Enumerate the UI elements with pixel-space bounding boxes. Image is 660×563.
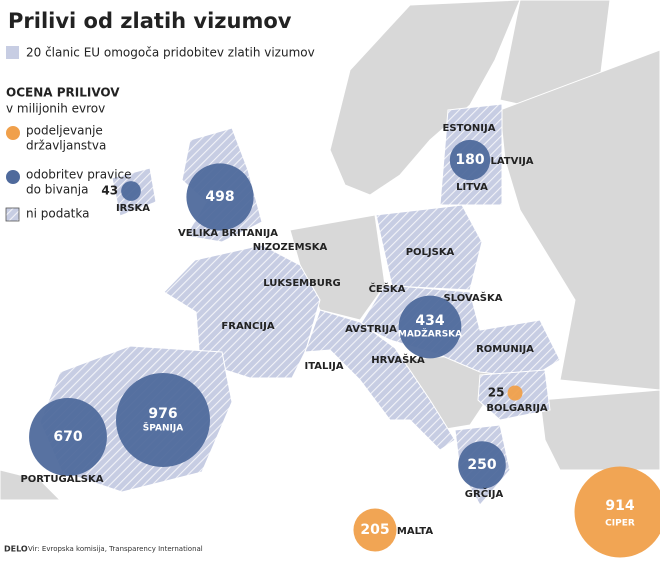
legend-label: podeljevanje bbox=[26, 124, 103, 138]
country-label: ROMUNIJA bbox=[476, 344, 534, 355]
bubble-value: 43 bbox=[101, 184, 118, 198]
bubble bbox=[458, 441, 506, 489]
bubble-value: 250 bbox=[467, 457, 496, 473]
bubble-label: VELIKA BRITANIJA bbox=[178, 228, 278, 239]
legend-title: OCENA PRILIVOV bbox=[6, 86, 120, 100]
country-label: LUKSEMBURG bbox=[263, 278, 341, 289]
bubble bbox=[186, 163, 254, 231]
bubble-value: 205 bbox=[360, 522, 389, 538]
bubble-value: 914 bbox=[605, 498, 634, 514]
brand: DELO bbox=[4, 545, 28, 554]
country-label: NIZOZEMSKA bbox=[253, 242, 328, 253]
country-label: SLOVAŠKA bbox=[444, 291, 503, 304]
bubble-label: LATVIJA bbox=[490, 156, 533, 167]
bubble-label: CIPER bbox=[605, 519, 635, 529]
bubble-label: GRČIJA bbox=[465, 487, 504, 500]
country-label: POLJSKA bbox=[406, 247, 455, 258]
country-label: AVSTRIJA bbox=[345, 324, 397, 335]
bubble bbox=[449, 139, 491, 181]
legend-dot bbox=[6, 126, 20, 140]
bubble-label: IRSKA bbox=[116, 203, 150, 214]
legend-dot bbox=[6, 170, 20, 184]
legend-eu: 20 članic EU omogoča pridobitev zlatih v… bbox=[26, 46, 315, 60]
bubble bbox=[574, 466, 660, 558]
country-label: LITVA bbox=[456, 182, 488, 193]
title: Prilivi od zlatih vizumov bbox=[8, 9, 292, 33]
country-label: FRANCIJA bbox=[221, 321, 274, 332]
country-label: ITALIJA bbox=[304, 361, 343, 372]
bubble-value: 434 bbox=[415, 313, 444, 329]
bubble bbox=[116, 373, 210, 467]
country-label: ČEŠKA bbox=[369, 282, 406, 295]
bubble-label: ŠPANIJA bbox=[143, 422, 183, 434]
bubble-label: MALTA bbox=[397, 526, 433, 537]
legend-label: ni podatka bbox=[26, 207, 89, 221]
bubble-value: 670 bbox=[53, 429, 82, 445]
legend-unit: v milijonih evrov bbox=[6, 102, 105, 116]
country-label: ESTONIJA bbox=[443, 123, 496, 134]
legend-hatch bbox=[5, 207, 20, 222]
land-non-eu bbox=[0, 0, 660, 501]
bubble bbox=[507, 385, 523, 401]
source: Vir: Evropska komisija, Transparency Int… bbox=[28, 545, 203, 553]
bubble-value: 25 bbox=[488, 386, 505, 400]
country-label: HRVAŠKA bbox=[371, 353, 425, 366]
legend-label: do bivanja bbox=[26, 183, 88, 197]
bubble bbox=[398, 295, 462, 359]
bubble bbox=[121, 181, 141, 201]
legend-swatch bbox=[6, 46, 19, 59]
bubble-value: 498 bbox=[205, 189, 234, 205]
bubble-label: BOLGARIJA bbox=[486, 403, 548, 414]
bubble-label: PORTUGALSKA bbox=[20, 474, 103, 485]
bubble bbox=[29, 398, 107, 476]
bubble-label: MADŽARSKA bbox=[398, 328, 462, 340]
bubble bbox=[353, 508, 397, 552]
legend-label: državljanstva bbox=[26, 139, 106, 153]
legend-label: odobritev pravice bbox=[26, 168, 132, 182]
bubble-value: 180 bbox=[455, 152, 484, 168]
bubble-value: 976 bbox=[148, 406, 177, 422]
